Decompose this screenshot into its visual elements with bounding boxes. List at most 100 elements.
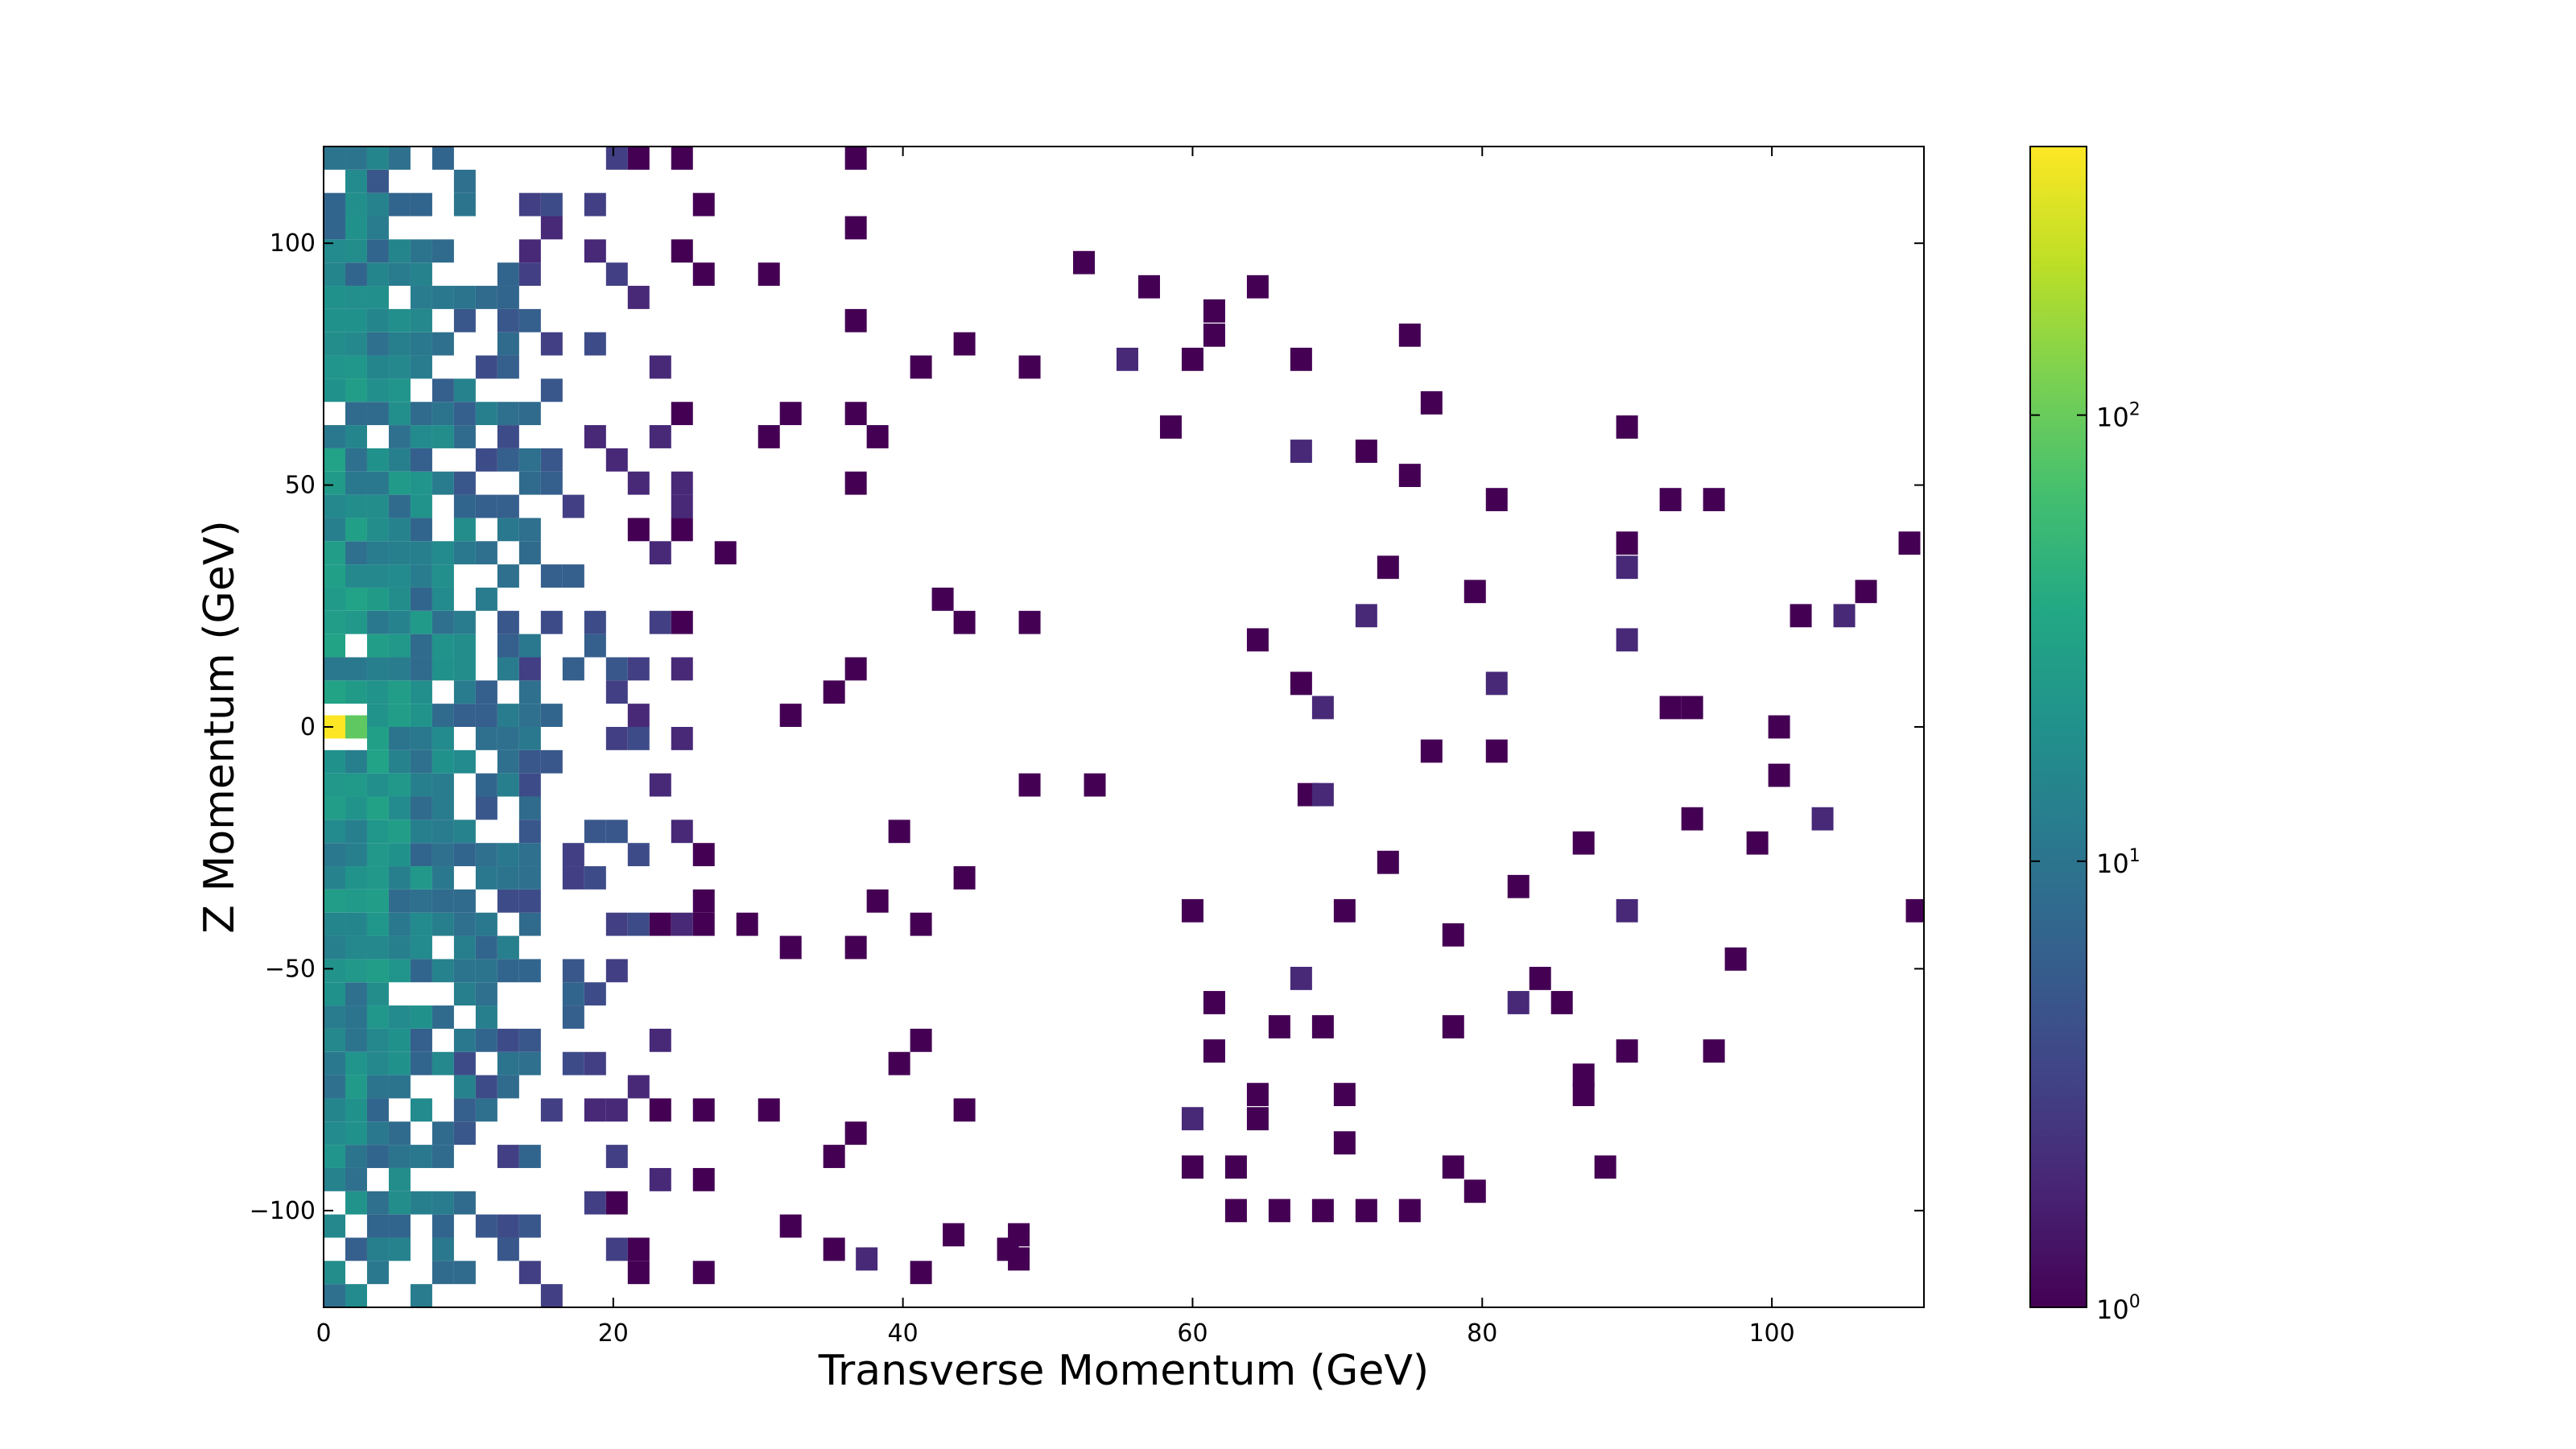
heatmap-cell [345,796,367,820]
heatmap-cell [410,541,432,565]
heatmap-cell [345,147,367,170]
heatmap-cell [931,587,954,611]
heatmap-cell [518,518,541,542]
heatmap-cell [345,518,367,542]
heatmap-cell [497,935,519,960]
x-tick-label: 40 [888,1319,919,1348]
heatmap-cell [324,634,345,658]
heatmap-cell [1018,355,1041,379]
heatmap-cell [324,1167,345,1191]
heatmap-cell [453,1098,476,1122]
heatmap-cell [649,773,671,797]
heatmap-cell [431,819,454,844]
heatmap-cell [366,564,389,588]
heatmap-cell [1768,715,1790,739]
heatmap-cell [497,332,519,356]
heatmap-cell [453,657,476,681]
heatmap-cell [410,564,432,588]
heatmap-cell [345,425,367,448]
heatmap-cell [475,494,497,518]
heatmap-cell [324,1284,345,1307]
heatmap-cell [1290,440,1312,463]
heatmap-cell [562,1005,584,1029]
heatmap-cell [431,1191,454,1215]
heatmap-cell [431,1237,454,1261]
heatmap-cell [844,471,867,495]
heatmap-cell [605,1098,628,1122]
heatmap-cell [388,471,411,495]
heatmap-cell [497,1145,519,1168]
heatmap-cell [431,1005,454,1029]
heatmap-cell [475,866,497,890]
heatmap-cell [410,262,432,287]
heatmap-cell [324,819,345,844]
heatmap-cell [779,704,802,727]
heatmap-cell [453,378,476,402]
heatmap-cell [518,1261,541,1285]
heatmap-cell [627,518,650,542]
heatmap-cell [324,773,345,797]
heatmap-cell [431,796,454,820]
heatmap-cell [388,866,411,890]
heatmap-cell [410,657,432,681]
heatmap-cell [431,564,454,588]
heatmap-cell [366,402,389,426]
heatmap-cell [1203,991,1225,1014]
heatmap-cell [649,1167,671,1191]
heatmap-cell [540,471,563,495]
heatmap-cell [366,1028,389,1052]
heatmap-cell [910,1028,932,1052]
heatmap-cell [1855,580,1877,604]
heatmap-cell [1442,1155,1464,1179]
heatmap-cell [866,889,889,913]
heatmap-cell [453,1261,476,1285]
heatmap-cell [431,1214,454,1238]
heatmap-cell [518,773,541,797]
heatmap-cell [388,425,411,448]
heatmap-cell [1137,275,1160,299]
heatmap-cell [1507,991,1530,1014]
heatmap-cell [856,1247,878,1271]
heatmap-cell [388,308,411,332]
heatmap-cell [324,1214,345,1238]
heatmap-cell [562,959,584,983]
heatmap-cell [627,912,650,936]
heatmap-cell [1485,671,1508,696]
heatmap-cell [388,796,411,820]
heatmap-cell [410,448,432,472]
heatmap-cell [1811,807,1834,831]
heatmap-cell [1290,347,1312,371]
heatmap-cell [410,1145,432,1168]
colorbar-tick-label: 102 [2096,400,2140,433]
heatmap-cell [1290,967,1312,990]
heatmap-cell [324,982,345,1006]
heatmap-cell [1181,1155,1203,1179]
heatmap-cell [345,587,367,611]
heatmap-cell [366,982,389,1006]
heatmap-cell [366,239,389,263]
heatmap-cell [1420,391,1443,415]
heatmap-cell [453,610,476,634]
heatmap-cell [671,147,693,170]
heatmap-cell [410,796,432,820]
heatmap-cell [345,448,367,472]
heatmap-cell [1659,488,1682,512]
heatmap-cell [388,239,411,263]
heatmap-cell [497,518,519,542]
heatmap-cell [388,448,411,472]
heatmap-cell [366,866,389,890]
heatmap-cell [431,634,454,658]
heatmap-cell [410,889,432,913]
heatmap-cell [758,425,780,448]
heatmap-cell [366,819,389,844]
heatmap-cell [1572,1083,1595,1107]
heatmap-cell [649,1098,671,1122]
heatmap-cell [345,541,367,565]
heatmap-cell [1290,671,1312,696]
heatmap-cell [518,448,541,472]
heatmap-cell [605,1191,628,1215]
heatmap-cell [345,239,367,263]
heatmap-cell [518,704,541,727]
heatmap-cell [518,1051,541,1075]
